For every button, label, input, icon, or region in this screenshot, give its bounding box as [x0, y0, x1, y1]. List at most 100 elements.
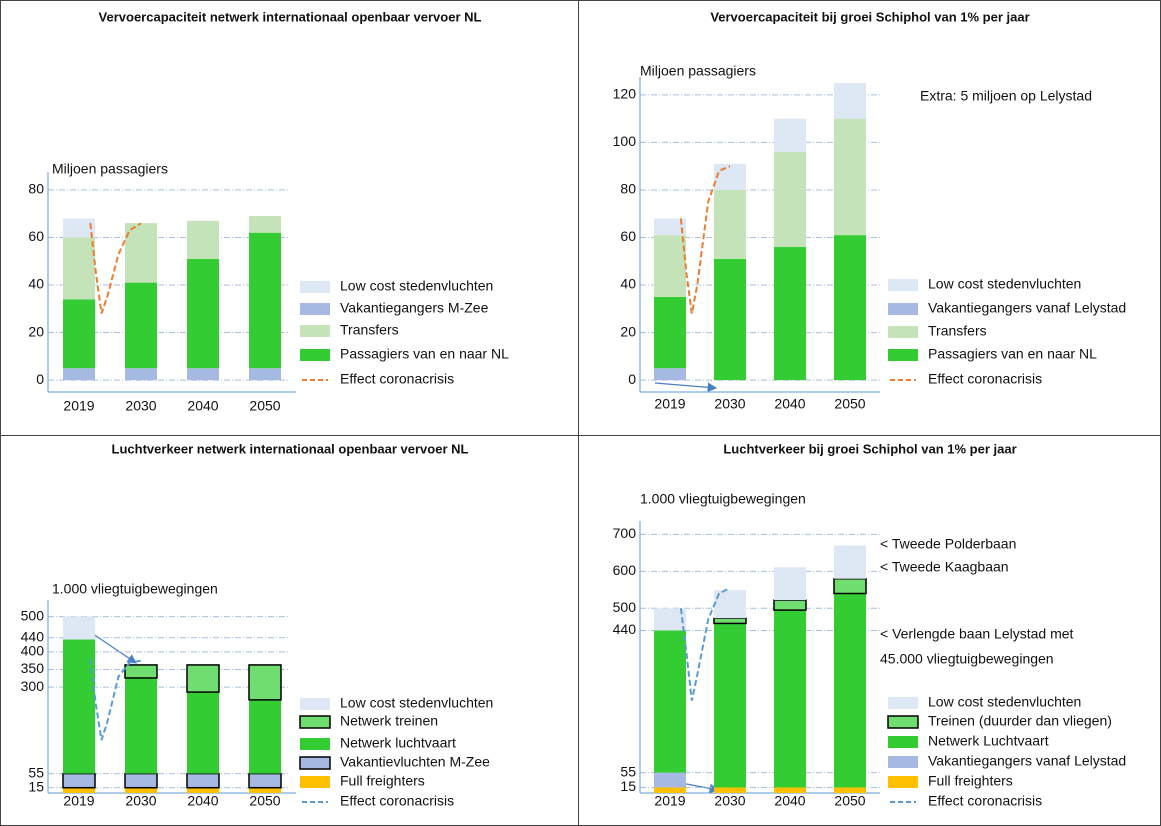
x-tick-label: 2050 — [249, 398, 280, 414]
legend-swatch — [300, 325, 330, 337]
bar-segment — [834, 118, 866, 236]
chart-title: Vervoercapaciteit bij groei Schiphol van… — [710, 9, 1029, 24]
y-tick-label: 80 — [28, 181, 44, 197]
bar-segment — [62, 772, 96, 789]
annotation: < Verlengde baan Lelystad met — [880, 626, 1074, 642]
x-tick-label: 2040 — [774, 396, 805, 412]
line-series — [89, 658, 142, 741]
y-tick-label: 440 — [21, 628, 45, 644]
y-tick-label: 700 — [613, 525, 637, 541]
line-series — [89, 222, 142, 314]
bar-segment — [249, 699, 281, 774]
bar-segment — [774, 787, 806, 793]
y-tick-label: 55 — [620, 763, 636, 779]
bar-segment — [654, 218, 686, 236]
bar-segment — [63, 616, 95, 640]
y-tick-label: 15 — [620, 778, 636, 794]
chart-title: Vervoercapaciteit netwerk internationaal… — [99, 9, 482, 24]
y-tick-label: 15 — [28, 778, 44, 794]
y-tick-label: 500 — [613, 599, 637, 615]
x-tick-label: 2040 — [187, 398, 218, 414]
bar-segment — [249, 232, 281, 369]
x-tick-label: 2030 — [714, 793, 745, 809]
legend-swatch — [888, 776, 918, 788]
bar-segment — [714, 189, 746, 259]
bar-segment — [774, 247, 806, 381]
y-tick-label: 350 — [21, 660, 45, 676]
y-tick-label: 300 — [21, 678, 45, 694]
legend-label: Low cost stedenvluchten — [928, 694, 1081, 710]
legend-label: Transfers — [340, 322, 399, 338]
legend-label: Passagiers van en naar NL — [340, 346, 509, 362]
y-tick-label: 20 — [620, 323, 636, 339]
x-tick-label: 2040 — [187, 793, 218, 809]
bar-segment — [834, 545, 866, 579]
bar-segment — [714, 623, 746, 788]
legend-swatch — [300, 349, 330, 361]
bar-segment — [774, 610, 806, 788]
bar-segment — [186, 664, 220, 693]
legend-label: Treinen (duurder dan vliegen) — [928, 713, 1112, 729]
y-tick-label: 60 — [28, 228, 44, 244]
bar-segment — [187, 692, 219, 774]
legend-label: Transfers — [928, 323, 987, 339]
x-tick-label: 2030 — [125, 793, 156, 809]
legend-label: Vakantiegangers M-Zee — [340, 300, 489, 316]
chart-title: Luchtverkeer netwerk internationaal open… — [112, 441, 469, 456]
legend-label: Low cost stedenvluchten — [340, 695, 493, 711]
legend-label: Full freighters — [928, 773, 1013, 789]
legend-label: Vakantievluchten M-Zee — [340, 754, 490, 770]
line-series — [679, 165, 731, 314]
legend-label: Netwerk Luchtvaart — [928, 733, 1049, 749]
x-tick-label: 2030 — [125, 398, 156, 414]
x-tick-label: 2019 — [63, 398, 94, 414]
y-tick-label: 0 — [36, 371, 44, 387]
x-tick-label: 2050 — [834, 793, 865, 809]
x-tick-label: 2019 — [654, 396, 685, 412]
y-tick-label: 0 — [628, 371, 636, 387]
y-tick-label: 80 — [620, 181, 636, 197]
bar-segment — [834, 83, 866, 119]
legend-label: Full freighters — [340, 773, 425, 789]
legend-swatch — [300, 698, 330, 710]
bar-segment — [249, 216, 281, 233]
bar-segment — [125, 368, 157, 381]
bar-segment — [774, 567, 806, 601]
bar-segment — [714, 258, 746, 381]
legend-swatch — [300, 738, 330, 750]
bar-segment — [124, 772, 158, 789]
bar-segment — [248, 772, 282, 789]
axis-title: Miljoen passagiers — [52, 161, 168, 177]
bar-segment — [248, 664, 282, 701]
legend-swatch — [888, 349, 918, 361]
annotation: < Tweede Polderbaan — [880, 536, 1016, 552]
bar-segment — [774, 151, 806, 248]
x-tick-label: 2040 — [774, 793, 805, 809]
bar-segment — [834, 593, 866, 788]
bar-segment — [186, 772, 220, 789]
bar-segment — [249, 787, 281, 793]
y-tick-label: 600 — [613, 562, 637, 578]
legend-label: Passagiers van en naar NL — [928, 346, 1097, 362]
axis-title: 1.000 vliegtuigbewegingen — [52, 581, 218, 597]
bar-segment — [124, 664, 158, 679]
x-tick-label: 2050 — [834, 396, 865, 412]
bar-segment — [187, 787, 219, 793]
bar-segment — [63, 299, 95, 369]
legend-swatch — [887, 715, 919, 729]
bar-segment — [125, 787, 157, 793]
bar-segment — [187, 220, 219, 259]
arrow — [654, 382, 718, 393]
bar-segment — [833, 577, 867, 595]
bar-segment — [654, 608, 686, 631]
annotation: Extra: 5 miljoen op Lelystad — [920, 88, 1092, 104]
x-tick-label: 2030 — [714, 396, 745, 412]
legend-swatch — [888, 736, 918, 748]
bar-segment — [125, 282, 157, 369]
legend-swatch — [300, 303, 330, 315]
bar-segment — [713, 617, 747, 625]
legend-swatch — [888, 756, 918, 768]
annotation: < Tweede Kaagbaan — [880, 559, 1009, 575]
legend-swatch — [299, 756, 331, 770]
